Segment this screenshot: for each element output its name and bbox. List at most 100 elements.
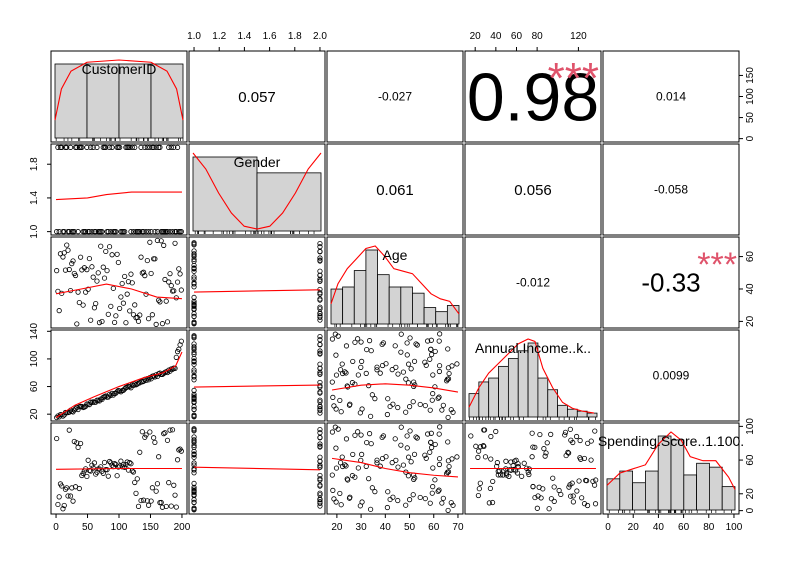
scatter-point <box>519 473 525 479</box>
scatter-point <box>578 456 584 462</box>
scatter-point <box>138 497 144 504</box>
tick-label: 40 <box>490 31 502 42</box>
scatter-point <box>408 459 414 465</box>
scatter-point <box>75 406 81 413</box>
scatter-point <box>368 506 374 512</box>
scatter-point <box>103 248 109 255</box>
scatter-point <box>355 465 361 471</box>
scatter-point <box>390 494 396 500</box>
scatter-point <box>171 288 177 294</box>
histogram-bar <box>412 292 425 325</box>
scatter-point <box>172 240 178 246</box>
scatter-point <box>130 312 137 318</box>
scatter-point <box>101 459 108 466</box>
scatter-point <box>130 229 137 235</box>
scatter-point <box>168 503 174 509</box>
scatter-point <box>176 266 182 272</box>
scatter-point <box>330 487 336 493</box>
density-curve <box>54 59 184 121</box>
scatter-point <box>317 371 323 377</box>
scatter-point <box>329 336 336 342</box>
correlation-label: 0.014 <box>656 90 686 104</box>
scatter-point <box>133 490 139 496</box>
scatter-point <box>137 449 143 455</box>
scatter-point <box>567 426 573 432</box>
histogram-bar <box>342 286 355 325</box>
scatter-point <box>337 460 344 466</box>
scatter-point <box>411 379 417 385</box>
scatter-point <box>159 504 166 510</box>
scatter-point <box>408 366 414 372</box>
scatter-point <box>191 466 197 472</box>
scatter-point <box>168 283 174 289</box>
scatter-point <box>398 331 404 337</box>
scatter-point <box>454 361 460 367</box>
scatter-point <box>191 373 197 379</box>
smooth-line <box>331 383 459 393</box>
scatter-point <box>364 439 370 446</box>
variable-label: CustomerID <box>82 61 157 77</box>
panel-box-1-2 <box>326 143 464 236</box>
smooth-line <box>331 457 459 478</box>
scatter-point <box>317 348 323 354</box>
scatter-point <box>317 268 323 274</box>
scatter-point <box>428 337 434 343</box>
scatter-point <box>436 461 443 468</box>
smooth-line <box>194 384 320 388</box>
scatter-point <box>166 279 172 285</box>
scatter-point <box>411 476 417 483</box>
scatter-point <box>115 464 121 470</box>
scatter-point <box>117 305 123 312</box>
scatter-point <box>430 465 436 471</box>
scatter-point <box>317 342 323 348</box>
tick-label: 20 <box>745 315 756 327</box>
scatter-point <box>385 489 391 495</box>
scatter-point <box>109 252 115 258</box>
panel-box-0-0 <box>50 50 188 143</box>
scatter-point <box>344 383 350 389</box>
correlation-label: -0.33 <box>641 268 700 298</box>
scatter-point <box>363 463 369 469</box>
scatter-point <box>436 456 443 462</box>
scatter-point <box>122 229 128 235</box>
scatter-point <box>154 229 161 235</box>
scatter-point <box>54 229 60 235</box>
scatter-point <box>317 383 323 389</box>
smooth-line <box>55 351 183 419</box>
scatter-point <box>526 471 532 478</box>
scatter-point <box>148 229 154 235</box>
scatter-point <box>70 258 76 264</box>
density-curve <box>468 338 595 414</box>
scatter-point <box>570 499 576 505</box>
scatter-point <box>427 407 433 413</box>
scatter-point <box>317 435 323 441</box>
scatter-point <box>432 384 438 390</box>
histogram-bar <box>586 412 598 418</box>
scatter-point <box>488 433 494 440</box>
scatter-point <box>413 341 419 347</box>
tick-label: 100 <box>29 350 40 367</box>
scatter-point <box>358 364 364 370</box>
scatter-point <box>317 379 323 386</box>
scatter-point <box>191 301 197 308</box>
histogram-bar <box>400 286 413 325</box>
scatter-point <box>191 437 197 443</box>
scatter-point <box>427 500 433 506</box>
scatter-point <box>119 280 125 287</box>
scatter-point <box>191 406 197 413</box>
panel-box-3-4 <box>602 329 740 422</box>
histogram-bar <box>377 274 390 325</box>
scatter-point <box>358 339 364 345</box>
scatter-point <box>593 477 599 483</box>
scatter-point <box>176 447 182 453</box>
scatter-point <box>76 299 82 306</box>
scatter-point <box>149 312 155 318</box>
scatter-point <box>114 473 120 479</box>
histogram-bar <box>645 470 659 511</box>
tick-label: 60 <box>511 31 523 42</box>
tick-label: 70 <box>452 522 464 533</box>
scatter-point <box>56 308 62 314</box>
scatter-point <box>379 455 386 462</box>
scatter-point <box>544 440 550 446</box>
scatter-point <box>104 467 110 473</box>
